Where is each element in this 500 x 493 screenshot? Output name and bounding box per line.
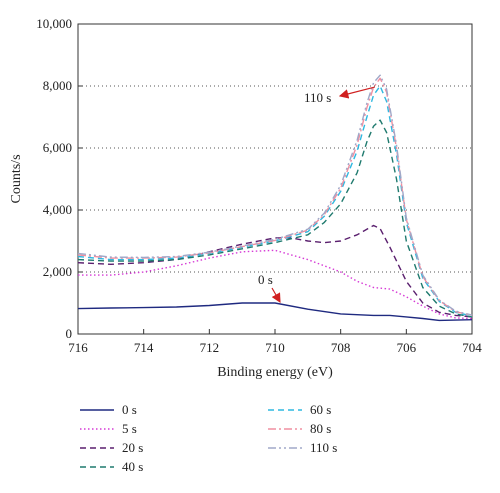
y-tick-label: 10,000 <box>36 16 72 31</box>
legend-label-3: 40 s <box>122 459 143 474</box>
x-tick-label: 706 <box>397 340 417 355</box>
annotation-0s: 0 s <box>258 272 273 287</box>
series-lines <box>77 74 473 322</box>
annotation-arrow-0s <box>271 287 281 304</box>
x-axis-title: Binding energy (eV) <box>217 365 333 380</box>
legend: 0 s 5 s 20 s 40 s 60 s 80 s 110 s <box>80 402 337 474</box>
series-line-0 <box>77 302 473 322</box>
y-tick-label: 2,000 <box>43 264 72 279</box>
series-line-4 <box>77 85 473 317</box>
y-tick-label: 0 <box>66 326 73 341</box>
axes <box>77 23 473 335</box>
annotation-arrow-110s <box>338 86 375 99</box>
legend-label-6: 110 s <box>310 440 337 455</box>
x-tick-label: 712 <box>200 340 220 355</box>
legend-label-2: 20 s <box>122 440 143 455</box>
y-tick-label: 4,000 <box>43 202 72 217</box>
series-line-3 <box>77 119 473 318</box>
tick-marks <box>77 23 473 335</box>
series-line-1 <box>78 249 473 320</box>
y-tick-label: 6,000 <box>43 140 72 155</box>
series-line-6 <box>77 74 473 316</box>
x-tick-label: 710 <box>265 340 285 355</box>
legend-label-1: 5 s <box>122 421 137 436</box>
series-line-5 <box>77 77 473 317</box>
grid-lines <box>78 23 472 273</box>
legend-label-0: 0 s <box>122 402 137 417</box>
x-tick-label: 714 <box>134 340 154 355</box>
plot-frame <box>77 23 473 335</box>
tick-labels: 0 2,000 4,000 6,000 8,000 10,000 716 714 712 710 7… <box>36 16 482 355</box>
legend-label-5: 80 s <box>310 421 331 436</box>
annotation-110s: 110 s <box>304 90 331 105</box>
y-axis-title: Counts/s <box>9 154 24 203</box>
x-tick-label: 704 <box>462 340 482 355</box>
x-tick-label: 716 <box>68 340 88 355</box>
legend-label-4: 60 s <box>310 402 331 417</box>
y-tick-label: 8,000 <box>43 78 72 93</box>
annotations: 110 s 0 s <box>258 86 375 304</box>
x-tick-label: 708 <box>331 340 351 355</box>
